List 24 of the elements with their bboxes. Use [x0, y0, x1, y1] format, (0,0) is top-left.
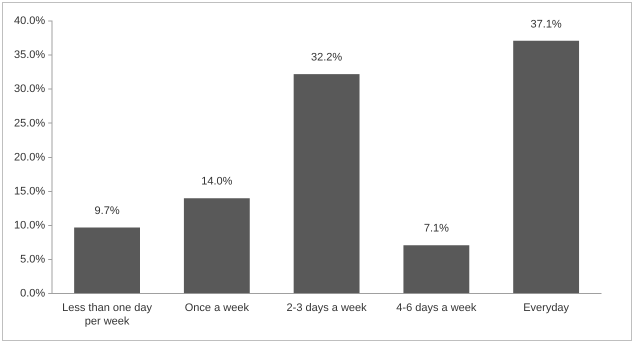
y-tick-label: 15.0%: [14, 185, 46, 198]
y-tick-label: 30.0%: [14, 83, 46, 96]
data-label: 14.0%: [201, 176, 233, 188]
data-label: 37.1%: [530, 18, 562, 30]
bar: [184, 198, 250, 294]
bar: [513, 40, 580, 294]
y-tick-label: 5.0%: [20, 254, 46, 266]
x-tick-label: Once a week: [184, 302, 250, 314]
y-tick-label: 25.0%: [14, 117, 46, 130]
y-tick-label: 20.0%: [14, 151, 46, 164]
x-tick-label: Everyday: [523, 302, 570, 314]
y-tick-label: 40.0%: [14, 15, 46, 28]
data-label: 9.7%: [94, 205, 120, 218]
data-label: 32.2%: [310, 52, 342, 64]
bar: [403, 245, 470, 294]
bar: [294, 74, 360, 294]
y-tick-label: 0.0%: [20, 288, 46, 300]
bar: [74, 227, 140, 294]
y-tick-label: 35.0%: [14, 49, 46, 62]
x-tick-label: Less than one day per week: [62, 302, 153, 328]
x-tick-label: 4-6 days a week: [396, 302, 477, 314]
y-tick-label: 10.0%: [14, 219, 46, 232]
data-label: 7.1%: [424, 222, 450, 235]
x-tick-label: 2-3 days a week: [286, 302, 368, 314]
